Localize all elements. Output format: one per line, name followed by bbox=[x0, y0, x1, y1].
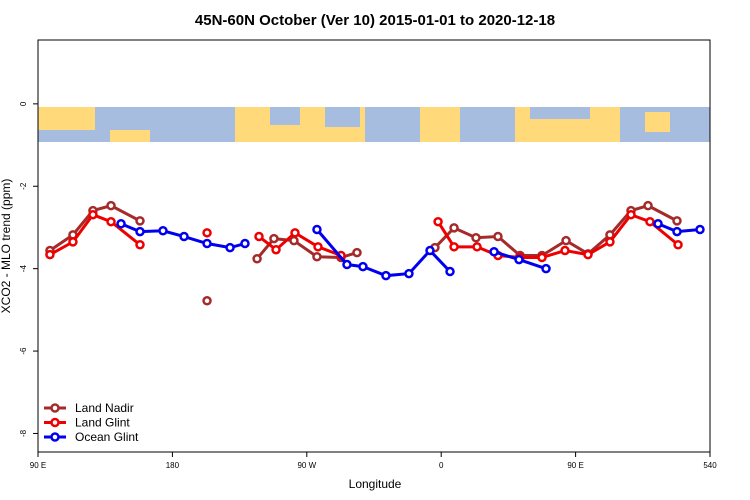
x-tick-label: 180 bbox=[166, 461, 180, 470]
point bbox=[672, 226, 682, 237]
point bbox=[643, 200, 653, 211]
x-tick-label: 90 E bbox=[567, 461, 583, 470]
point bbox=[626, 209, 636, 220]
point bbox=[290, 228, 300, 238]
point bbox=[493, 231, 503, 242]
point bbox=[449, 223, 459, 233]
point bbox=[404, 268, 414, 279]
point bbox=[695, 224, 705, 235]
legend-marker bbox=[50, 403, 60, 413]
point bbox=[179, 231, 189, 242]
y-tick-label: -4 bbox=[19, 265, 28, 273]
x-tick-label: 540 bbox=[703, 461, 717, 470]
point bbox=[561, 235, 571, 246]
point bbox=[312, 224, 322, 235]
x-tick-label: 0 bbox=[439, 461, 444, 470]
point bbox=[312, 251, 322, 262]
point bbox=[254, 231, 264, 242]
point bbox=[653, 219, 663, 229]
y-tick-label: -2 bbox=[19, 182, 28, 190]
point bbox=[88, 209, 98, 220]
point bbox=[645, 216, 655, 227]
point bbox=[202, 238, 212, 249]
point bbox=[313, 242, 323, 252]
point bbox=[537, 252, 547, 263]
legend-marker bbox=[50, 432, 60, 442]
x-tick-label: 90 E bbox=[30, 461, 46, 470]
point bbox=[673, 240, 683, 250]
point bbox=[240, 238, 250, 249]
legend-label: Ocean Glint bbox=[75, 430, 139, 444]
point bbox=[471, 233, 481, 243]
point bbox=[541, 263, 551, 274]
point bbox=[106, 216, 116, 227]
point bbox=[433, 216, 443, 227]
point bbox=[514, 254, 524, 265]
plot-box bbox=[37, 39, 711, 453]
point bbox=[68, 237, 78, 247]
point bbox=[352, 247, 362, 258]
point bbox=[583, 249, 593, 260]
point bbox=[449, 242, 459, 252]
point bbox=[106, 200, 116, 211]
point bbox=[202, 228, 212, 238]
map-strip bbox=[38, 107, 710, 142]
point bbox=[135, 226, 145, 237]
y-tick-label: -6 bbox=[19, 347, 28, 355]
legend-marker bbox=[50, 417, 60, 428]
point bbox=[45, 249, 55, 260]
point bbox=[225, 242, 235, 253]
point bbox=[269, 233, 279, 244]
y-tick-label: 0 bbox=[19, 101, 28, 106]
legend-label: Land Nadir bbox=[75, 401, 134, 415]
point bbox=[271, 244, 281, 255]
point bbox=[135, 216, 145, 226]
point bbox=[445, 266, 455, 277]
point bbox=[116, 219, 126, 229]
point bbox=[672, 216, 682, 226]
point bbox=[381, 270, 391, 281]
point bbox=[158, 226, 168, 236]
point bbox=[605, 237, 615, 247]
point bbox=[342, 259, 352, 270]
point bbox=[289, 235, 299, 246]
point bbox=[202, 296, 212, 306]
point bbox=[252, 254, 262, 264]
point bbox=[425, 245, 435, 256]
chart-title: 45N-60N October (Ver 10) 2015-01-01 to 2… bbox=[195, 12, 555, 29]
point bbox=[489, 247, 499, 257]
point bbox=[560, 245, 570, 256]
legend-label: Land Glint bbox=[75, 416, 130, 430]
point bbox=[358, 261, 368, 272]
y-tick-label: -8 bbox=[19, 429, 28, 437]
x-axis-label: Longitude bbox=[349, 477, 402, 491]
x-tick-label: 90 W bbox=[297, 461, 316, 470]
point bbox=[135, 240, 145, 250]
y-axis-label: XCO2 - MLO trend (ppm) bbox=[0, 179, 13, 314]
point bbox=[472, 242, 482, 252]
